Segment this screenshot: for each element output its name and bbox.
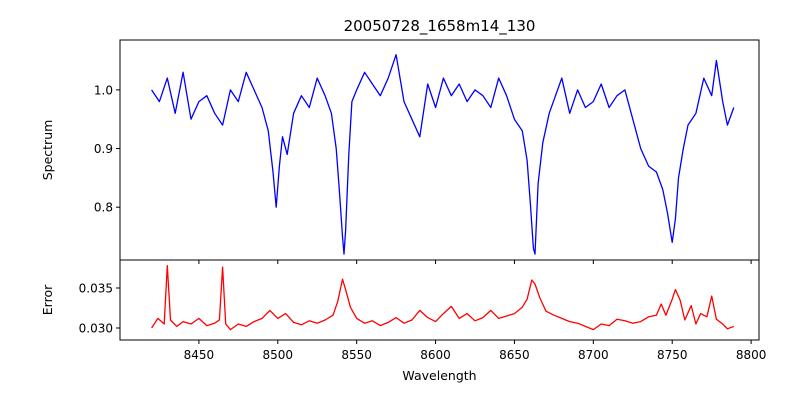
xtick-label: 8500 (263, 348, 294, 362)
chart-title: 20050728_1658m14_130 (344, 17, 536, 36)
error-ytick-label: 0.030 (79, 322, 113, 336)
xtick-label: 8600 (420, 348, 451, 362)
xtick-label: 8450 (184, 348, 215, 362)
error-ylabel: Error (40, 284, 55, 315)
error-series-line (151, 264, 735, 331)
spectrum-ytick-label: 1.0 (94, 83, 113, 97)
error-axes-frame (119, 259, 760, 341)
spectrum-axes-frame (119, 39, 760, 261)
spectrum-ytick-label: 0.9 (94, 142, 113, 156)
xtick-label: 8750 (657, 348, 688, 362)
spectrum-series-line (151, 54, 735, 255)
error-ytick-label: 0.035 (79, 282, 113, 296)
x-axis-label: Wavelength (402, 368, 476, 383)
spectrum-panel: 0.8 0.9 1.0 (94, 39, 760, 264)
error-panel: 0.030 0.035 8450 8500 8550 8600 8650 8700 8750 88… (79, 259, 767, 362)
xtick-label: 8800 (736, 348, 767, 362)
xtick-label: 8550 (341, 348, 372, 362)
spectrum-ytick-label: 0.8 (94, 201, 113, 215)
spectrum-ylabel: Spectrum (40, 120, 55, 181)
xtick-label: 8700 (578, 348, 609, 362)
xtick-label: 8650 (499, 348, 530, 362)
